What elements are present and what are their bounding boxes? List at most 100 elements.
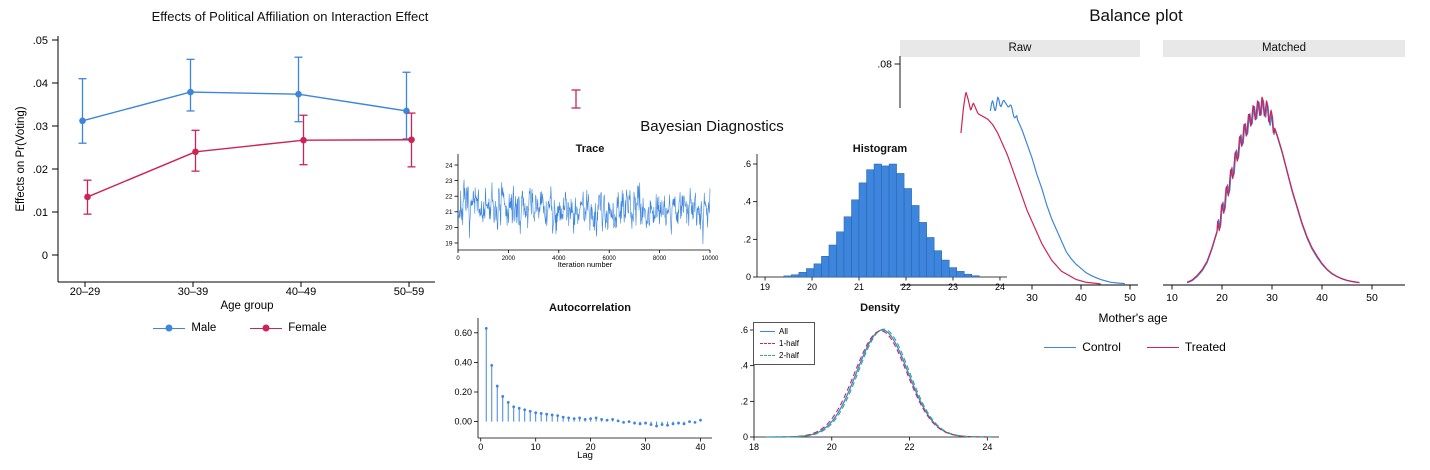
x-tick-label: 2000 — [502, 256, 516, 262]
acf-point — [539, 412, 543, 415]
y-tick-label: .01 — [33, 207, 48, 219]
y-tick-label: .4 — [743, 197, 751, 207]
x-tick-label: 30 — [641, 442, 651, 452]
acf-point — [638, 422, 642, 426]
acf-point — [534, 411, 538, 415]
legend-item-all: All — [760, 327, 808, 336]
x-tick-label: 40 — [1316, 292, 1328, 304]
legend-line-marker-sample — [153, 324, 186, 332]
x-tick-label: 18 — [749, 442, 759, 452]
acf-point — [649, 423, 653, 426]
raw-control-density-curve — [989, 96, 1125, 285]
bayesian-diagnostics-title: Bayesian Diagnostics — [640, 118, 784, 135]
histogram-bar — [843, 216, 852, 278]
male-marker — [187, 88, 194, 96]
acf-point — [666, 423, 669, 427]
x-tick-label: 20–29 — [70, 286, 101, 298]
x-tick-label: 10 — [531, 442, 541, 452]
acf-point — [512, 405, 516, 409]
y-tick-label: 23 — [445, 178, 453, 185]
acf-point — [556, 414, 560, 418]
acf-point — [578, 416, 582, 420]
y-tick-label: .6 — [743, 159, 751, 169]
x-tick-label: 30–39 — [178, 286, 209, 298]
acf-point — [517, 406, 521, 410]
y-tick-label: 22 — [445, 194, 453, 201]
x-tick-label: 21 — [854, 282, 864, 292]
female-marker — [408, 136, 415, 144]
x-tick-label: 22 — [901, 282, 911, 292]
x-tick-label: 10000 — [702, 256, 719, 262]
x-tick-label: 40 — [1075, 292, 1087, 304]
acf-point — [495, 384, 499, 388]
legend-item-1-half: 1-half — [760, 339, 808, 348]
y-tick-label: 0.00 — [454, 417, 472, 427]
x-tick-label: 50 — [1366, 292, 1378, 304]
x-tick-label: 4000 — [552, 256, 566, 262]
y-tick-label: .04 — [33, 78, 48, 90]
histogram-bar — [828, 244, 837, 278]
acf-point — [567, 416, 571, 420]
acf-point — [660, 423, 664, 426]
raw-panel-header: Raw — [900, 40, 1140, 57]
acf-point — [545, 412, 549, 416]
legend-item-treated: Treated — [1146, 340, 1226, 354]
y-tick-label: 0 — [743, 432, 748, 442]
density-legend: All 1-half 2-half — [753, 322, 815, 365]
effects-legend: Male Female — [30, 322, 450, 334]
x-tick-label: 30 — [1266, 292, 1278, 304]
histogram-bar — [821, 256, 830, 278]
y-tick-label: .03 — [33, 121, 48, 133]
acf-point — [572, 417, 576, 421]
acf-point — [490, 363, 494, 367]
raw-treated-density-curve — [960, 91, 1101, 285]
balance-plot-title: Balance plot — [1089, 6, 1183, 25]
acf-point — [605, 418, 609, 422]
effects-chart: 0 .01 .02 .03 .04 .05 20–29 30–39 40–49 50–59 — [33, 35, 435, 298]
y-tick-label: .02 — [33, 164, 48, 176]
legend-marker-dot — [165, 324, 173, 332]
legend-item-2-half: 2-half — [760, 351, 808, 360]
x-tick-label: 19 — [760, 282, 770, 292]
legend-line-sample — [760, 355, 775, 356]
density-title: Density — [860, 302, 900, 314]
histogram-bar — [783, 275, 792, 278]
x-tick-label: 10 — [1166, 292, 1178, 304]
autocorrelation-chart: 0.00 0.20 0.40 0.60 0 10 20 30 40 — [454, 318, 712, 452]
autocorrelation-title: Autocorrelation — [549, 302, 631, 314]
legend-label: Treated — [1184, 340, 1226, 354]
y-tick-label: .2 — [740, 396, 748, 406]
acf-point — [484, 326, 488, 330]
legend-item-male: Male — [153, 322, 216, 334]
trace-x-axis-label: Iteration number — [557, 260, 613, 269]
acf-point — [677, 421, 680, 425]
y-tick-label: .6 — [740, 325, 748, 335]
legend-label: Control — [1082, 340, 1121, 354]
acf-point — [600, 417, 604, 421]
acf-point — [506, 400, 510, 404]
y-tick-label: 21 — [445, 209, 453, 216]
legend-line-sample — [1044, 346, 1077, 348]
y-tick-label: .2 — [743, 234, 751, 244]
acf-point — [644, 421, 647, 425]
trace-line — [457, 179, 711, 245]
legend-line-sample — [760, 331, 775, 332]
y-tick-label: 0.40 — [454, 357, 472, 367]
histogram-bar — [806, 268, 815, 278]
y-tick-label: .4 — [740, 361, 748, 371]
acf-point — [699, 418, 702, 422]
acf-point — [583, 417, 587, 421]
autocorrelation-x-axis-label: Lag — [577, 450, 593, 461]
acf-point — [633, 421, 636, 425]
acf-point — [627, 420, 631, 423]
x-tick-label: 6000 — [603, 256, 617, 262]
acf-point — [501, 395, 505, 398]
histogram-title: Histogram — [852, 143, 908, 155]
balance-x-axis-label: Mother's age — [1098, 311, 1168, 325]
y-tick-label: 19 — [445, 240, 453, 247]
acf-point — [616, 419, 620, 423]
male-marker — [295, 90, 302, 98]
histogram-bar — [836, 231, 845, 278]
legend-item-female: Female — [250, 322, 327, 334]
acf-point — [682, 422, 686, 426]
